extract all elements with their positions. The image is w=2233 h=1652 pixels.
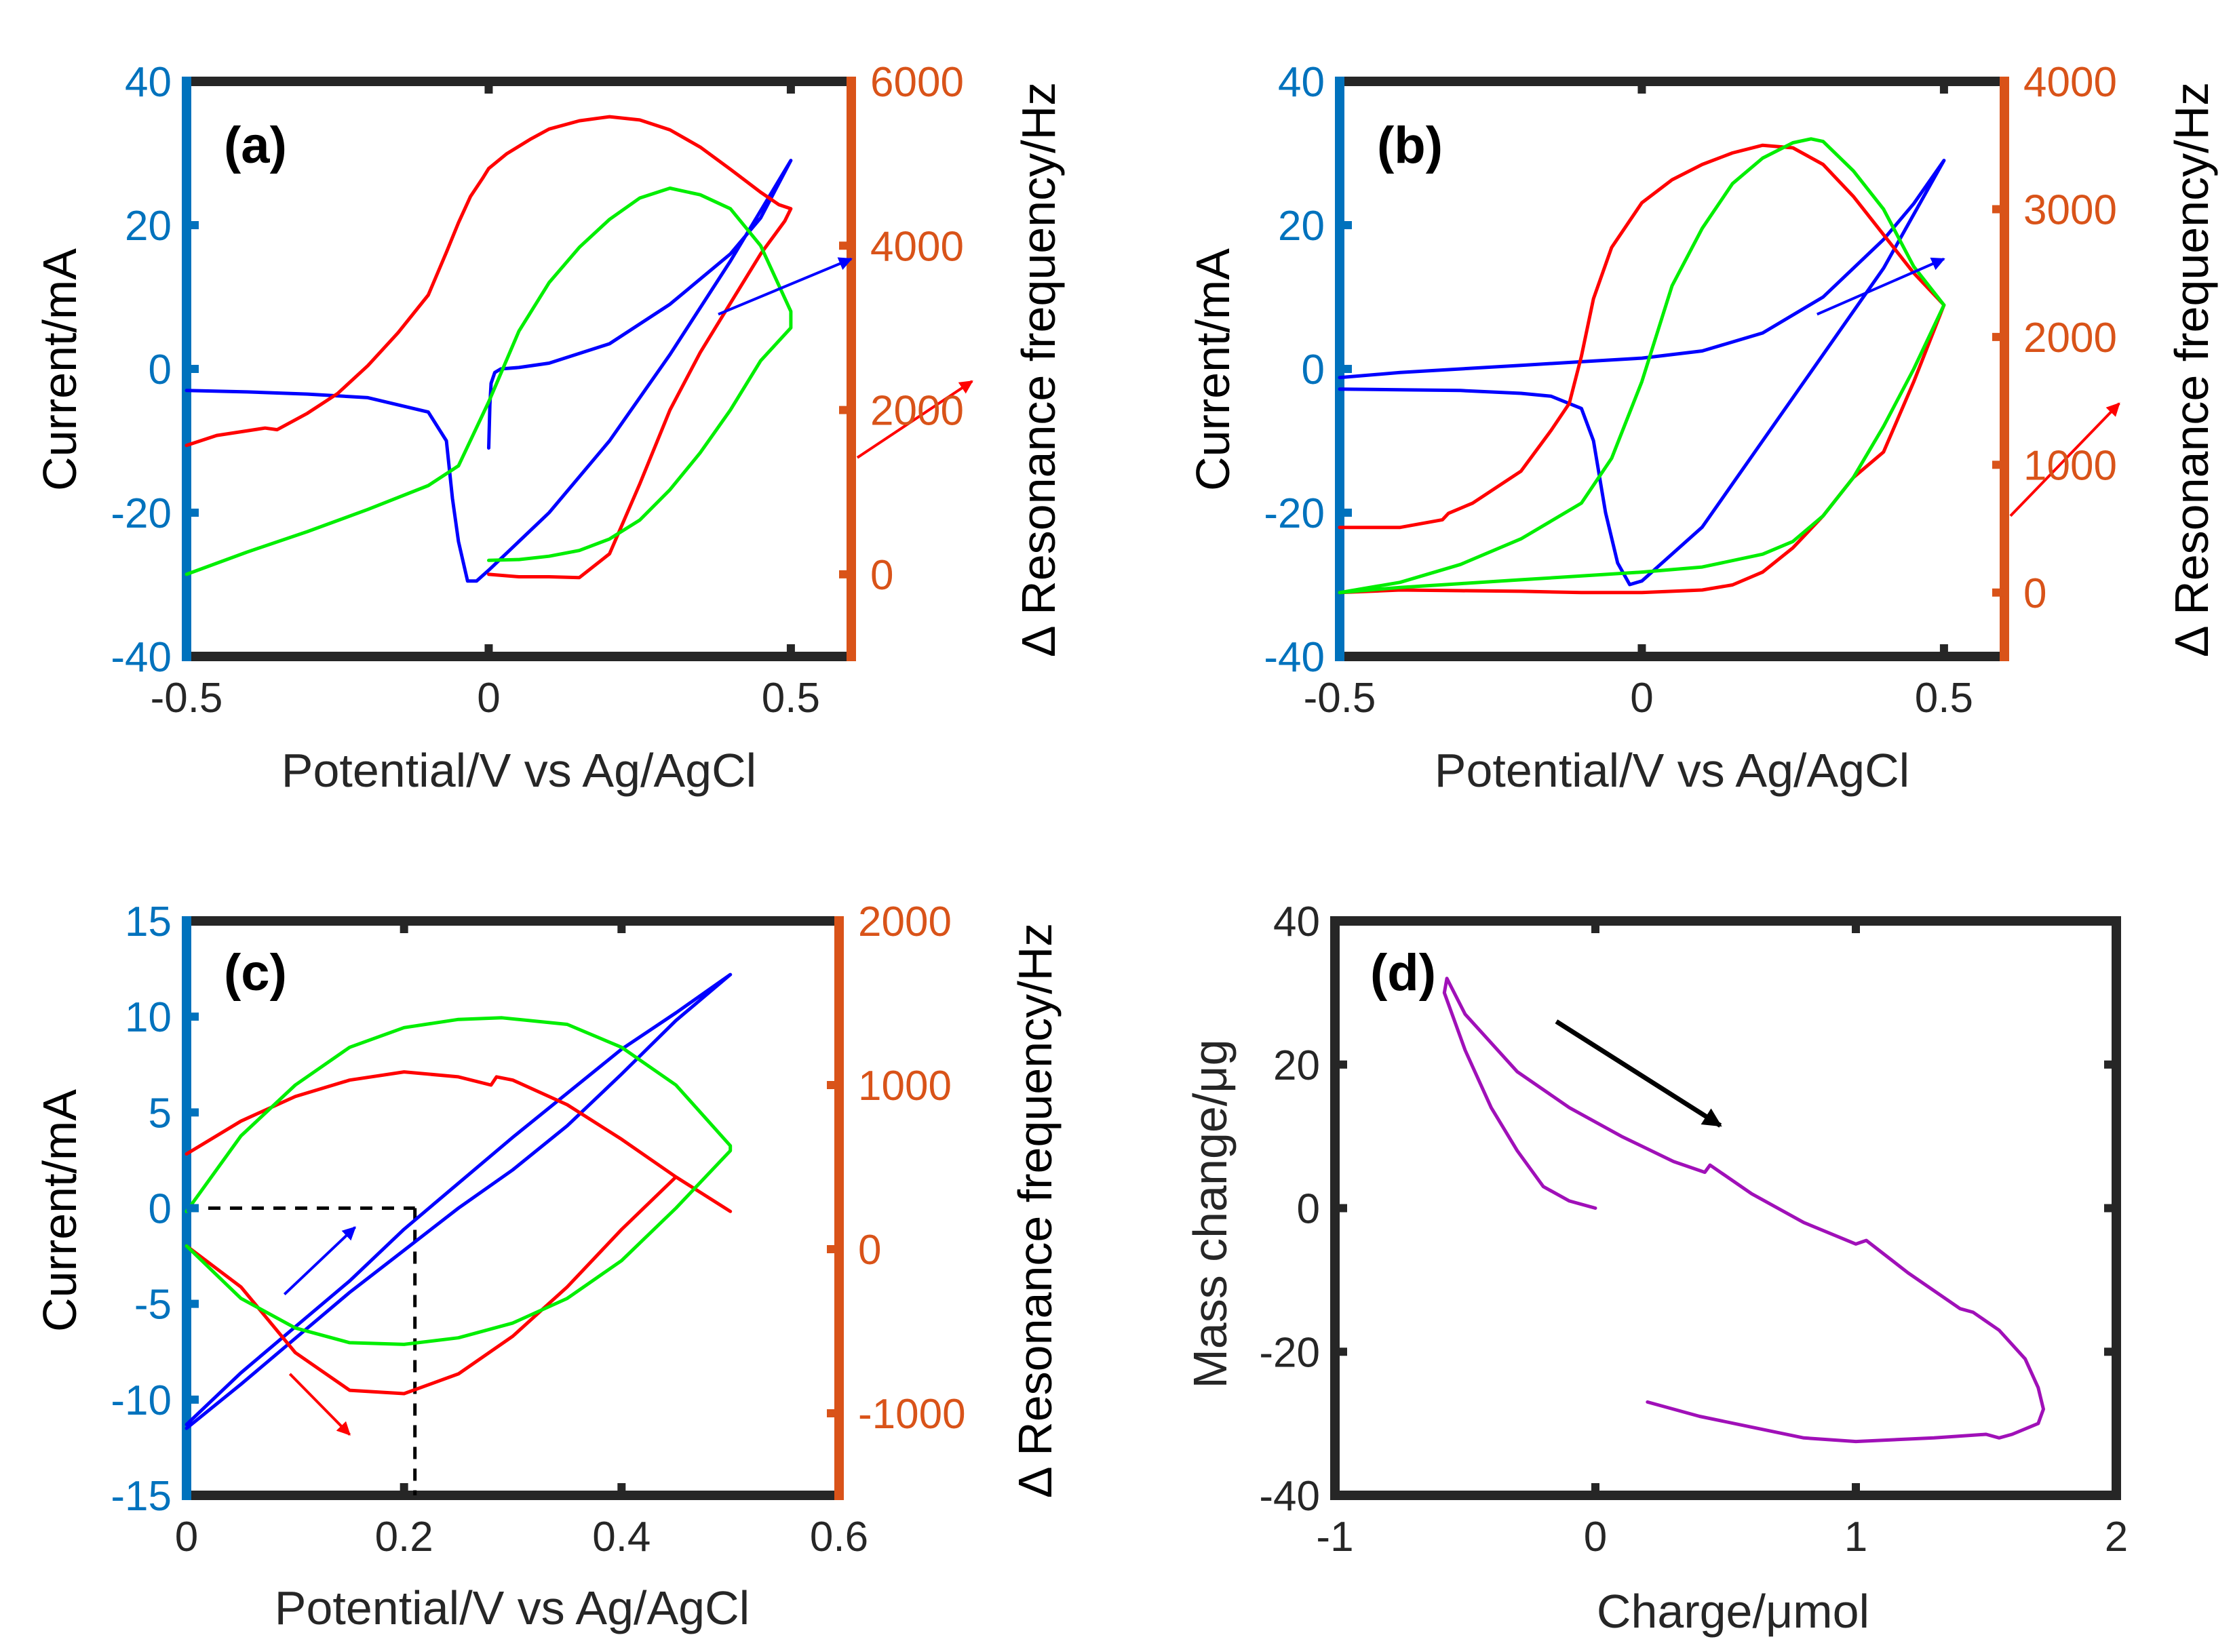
x-axis-label-a: Potential/V vs Ag/AgCl (281, 744, 756, 797)
y-tick-label-c: 0 (149, 1186, 172, 1233)
panel-a: -40 -20 0 20 40 0 2000 4000 6000 -0.5 0 0.5 (a) P… (33, 59, 1065, 797)
panel-label-b: (b) (1377, 117, 1443, 174)
panel-b: -40 -20 0 20 40 0 1000 2000 3000 4000 -0.5 0 0.5 (… (1186, 59, 2218, 797)
panel-label-a: (a) (224, 117, 287, 174)
arrow-blue-a (718, 257, 853, 316)
series-blue-a (185, 159, 793, 583)
series-red-b (1338, 143, 1946, 595)
series-blue-b (1338, 159, 1946, 587)
arrow-red-a (856, 380, 973, 459)
x-tick-label-b: 0 (1630, 675, 1653, 722)
y-right-tick-label-c: 2000 (858, 899, 952, 945)
x-tick-label-c: 0.4 (592, 1514, 651, 1560)
y-tick-label-d: -40 (1259, 1473, 1320, 1520)
y-right-tick-label-c: 1000 (858, 1063, 952, 1109)
arrow-red-c (288, 1373, 351, 1436)
y-tick-label-a: -40 (111, 634, 172, 681)
y-tick-label-b: 0 (1302, 347, 1325, 393)
panel-label-d: (d) (1370, 944, 1436, 1002)
y-axis-label-a: Current/mA (33, 248, 86, 491)
y-tick-label-c: 5 (149, 1090, 172, 1137)
y-right-tick-label-c: -1000 (858, 1391, 966, 1438)
y-right-tick-label-a: 0 (870, 552, 893, 599)
y-tick-label-b: 40 (1278, 59, 1325, 106)
y-right-axis-label-b: Δ Resonance frequency/Hz (2165, 82, 2218, 657)
x-tick-label-a: -0.5 (151, 675, 223, 722)
y-right-tick-label-b: 2000 (2023, 315, 2117, 361)
y-tick-label-b: 20 (1278, 203, 1325, 250)
x-tick-label-d: -1 (1316, 1514, 1353, 1560)
y-axis-label-c: Current/mA (33, 1089, 86, 1332)
y-tick-label-c: -15 (111, 1473, 172, 1520)
y-right-tick-label-c: 0 (858, 1227, 881, 1274)
x-tick-label-c: 0 (175, 1514, 198, 1560)
y-tick-label-b: -20 (1264, 490, 1325, 537)
y-tick-label-a: 40 (125, 59, 172, 106)
series-red-a (185, 115, 793, 580)
y-axis-label-d: Mass change/μg (1184, 1039, 1237, 1388)
series-purple-d (1442, 977, 2045, 1444)
y-tick-label-c: -5 (134, 1282, 172, 1329)
arrow-red-b (2009, 402, 2120, 517)
x-tick-label-c: 0.2 (375, 1514, 433, 1560)
y-right-tick-label-b: 0 (2023, 570, 2046, 617)
y-axis-label-b: Current/mA (1186, 248, 1239, 491)
series-blue-c (185, 972, 733, 1430)
y-tick-label-b: -40 (1264, 634, 1325, 681)
panel-c: -15 -10 -5 0 5 10 15 -1000 0 1000 2000 0 0.2 0.4 0.6… (33, 899, 1062, 1634)
x-tick-label-a: 0.5 (762, 675, 820, 722)
x-tick-label-d: 2 (2105, 1514, 2128, 1560)
x-tick-label-a: 0 (477, 675, 500, 722)
y-right-axis-label-c: Δ Resonance frequency/Hz (1009, 923, 1062, 1498)
series-green-c (185, 1016, 733, 1346)
y-right-tick-label-b: 3000 (2023, 186, 2117, 233)
y-right-tick-label-a: 2000 (870, 388, 964, 435)
series-green-b (1338, 137, 1946, 595)
y-tick-label-c: -10 (111, 1377, 172, 1424)
y-right-tick-label-b: 1000 (2023, 442, 2117, 489)
y-tick-label-d: 20 (1273, 1042, 1320, 1089)
y-tick-label-d: 0 (1297, 1186, 1320, 1233)
x-tick-label-b: -0.5 (1304, 675, 1376, 722)
x-tick-label-b: 0.5 (1915, 675, 1973, 722)
y-tick-label-d: 40 (1273, 899, 1320, 945)
x-axis-label-c: Potential/V vs Ag/AgCl (275, 1581, 750, 1634)
y-tick-label-c: 10 (125, 994, 172, 1041)
x-tick-label-c: 0.6 (810, 1514, 868, 1560)
x-tick-label-d: 0 (1584, 1514, 1607, 1560)
y-tick-label-a: 0 (149, 347, 172, 393)
y-tick-label-a: -20 (111, 490, 172, 537)
y-right-tick-label-b: 4000 (2023, 59, 2117, 106)
series-red-c (185, 1070, 733, 1396)
x-axis-label-d: Charge/μmol (1597, 1585, 1869, 1638)
y-right-axis-label-a: Δ Resonance frequency/Hz (1012, 82, 1065, 657)
panel-d: -40 -20 0 20 40 -1 0 1 2 (d) Charge/μmol Mass c… (1184, 899, 2128, 1638)
arrow-black-d (1555, 1019, 1722, 1128)
y-tick-label-c: 15 (125, 899, 172, 945)
y-tick-label-d: -20 (1259, 1329, 1320, 1376)
series-green-a (185, 186, 793, 576)
x-tick-label-d: 1 (1844, 1514, 1867, 1560)
y-right-tick-label-a: 4000 (870, 223, 964, 270)
y-right-tick-label-a: 6000 (870, 59, 964, 106)
panel-label-c: (c) (224, 944, 287, 1002)
arrow-blue-b (1817, 257, 1945, 316)
y-tick-label-a: 20 (125, 203, 172, 250)
arrow-blue-c (283, 1226, 356, 1296)
x-axis-label-b: Potential/V vs Ag/AgCl (1435, 744, 1909, 797)
